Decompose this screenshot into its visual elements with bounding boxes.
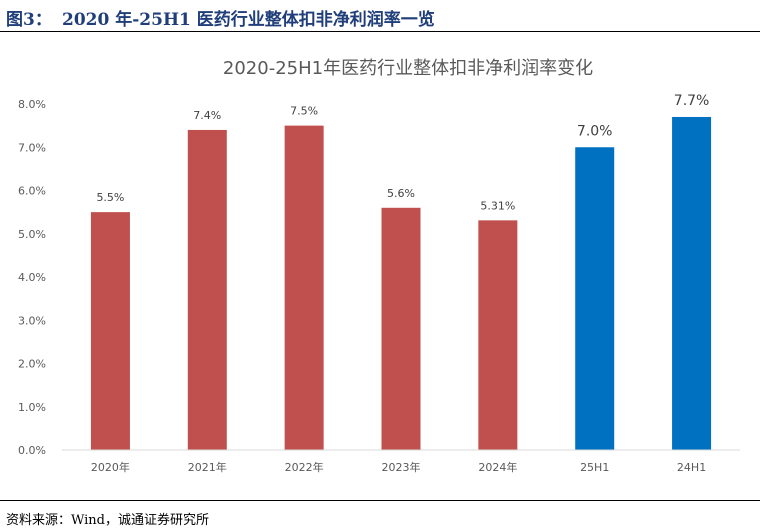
chart-title: 2020-25H1年医药行业整体扣非净利润率变化 xyxy=(223,58,593,79)
y-tick-label: 2.0% xyxy=(18,358,46,371)
y-tick-label: 8.0% xyxy=(18,98,46,111)
bar xyxy=(90,212,130,450)
y-axis: 0.0% 1.0% 2.0% 3.0% 4.0% 5.0% 6.0% 7.0% 8.0% xyxy=(18,98,46,457)
figure-title: 2020 年-25H1 医药行业整体扣非净利润率一览 xyxy=(62,10,435,30)
x-tick-label: 2021年 xyxy=(188,460,227,474)
bar xyxy=(284,125,324,450)
x-tick-label: 2024年 xyxy=(478,460,517,474)
bar xyxy=(187,129,227,450)
data-label: 7.7% xyxy=(674,93,710,109)
x-tick-label: 2022年 xyxy=(285,460,324,474)
bar-chart: 2020-25H1年医药行业整体扣非净利润率变化 0.0% 1.0% 2.0% 3.0… xyxy=(18,58,740,474)
data-label: 5.6% xyxy=(387,187,415,200)
data-label: 5.31% xyxy=(480,199,515,212)
bar xyxy=(575,147,615,450)
y-tick-label: 1.0% xyxy=(18,401,46,414)
y-tick-label: 7.0% xyxy=(18,141,46,154)
y-tick-label: 6.0% xyxy=(18,185,46,198)
figure-label: 图3： xyxy=(6,10,52,30)
bar-labels: 5.5% 7.4% 7.5% 5.6% 5.31% 7.0% 7.7% xyxy=(96,93,709,212)
x-tick-label: 2020年 xyxy=(91,460,130,474)
bar xyxy=(381,207,421,450)
bars xyxy=(90,116,712,450)
x-tick-label: 25H1 xyxy=(580,461,609,474)
figure-footer: 资料来源：Wind，诚通证券研究所 xyxy=(0,500,760,532)
data-label: 5.5% xyxy=(96,191,124,204)
y-tick-label: 3.0% xyxy=(18,314,46,327)
y-tick-label: 4.0% xyxy=(18,271,46,284)
chart-area: 2020-25H1年医药行业整体扣非净利润率变化 0.0% 1.0% 2.0% 3.0… xyxy=(0,32,760,500)
data-label: 7.4% xyxy=(193,109,221,122)
x-tick-label: 24H1 xyxy=(677,461,706,474)
data-label: 7.0% xyxy=(577,123,613,139)
bar xyxy=(478,220,518,450)
source-note: 资料来源：Wind，诚通证券研究所 xyxy=(6,513,209,528)
y-tick-label: 0.0% xyxy=(18,444,46,457)
data-label: 7.5% xyxy=(290,105,318,118)
figure-header: 图3： 2020 年-25H1 医药行业整体扣非净利润率一览 xyxy=(0,0,760,32)
y-tick-label: 5.0% xyxy=(18,228,46,241)
x-tick-label: 2023年 xyxy=(382,460,421,474)
x-axis: 2020年 2021年 2022年 2023年 2024年 25H1 24H1 xyxy=(62,449,740,474)
bar xyxy=(672,116,712,450)
